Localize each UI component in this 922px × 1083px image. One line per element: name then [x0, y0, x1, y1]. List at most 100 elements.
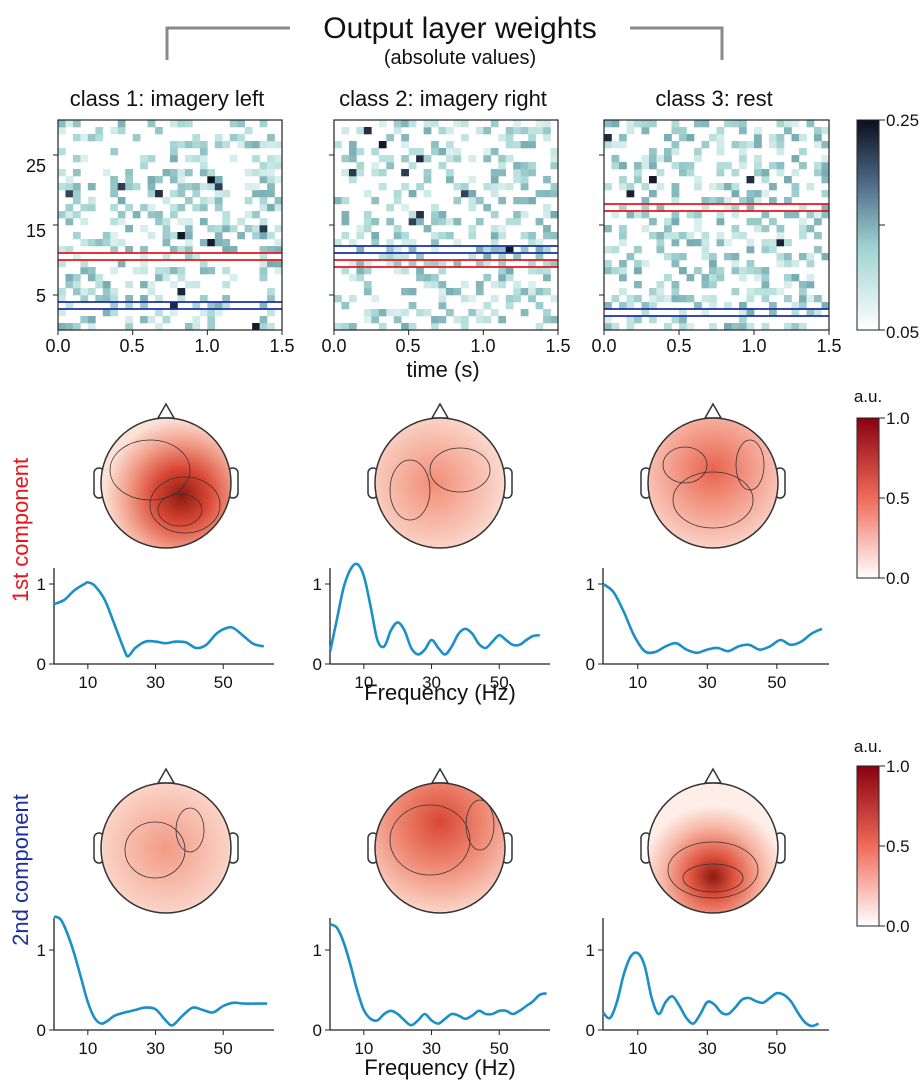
heatmap-cell	[649, 120, 657, 128]
heatmap-cell	[746, 197, 755, 205]
heatmap-cell	[438, 295, 447, 303]
heatmap-cell	[619, 302, 627, 310]
heatmap-cell	[671, 281, 680, 289]
heatmap-cell	[416, 253, 424, 261]
heatmap-cell	[80, 204, 89, 212]
heatmap-cell	[671, 127, 680, 135]
heatmap-cell	[80, 295, 89, 303]
heatmap-cell	[453, 316, 462, 324]
heatmap-cell	[453, 148, 462, 156]
heatmap-cell	[184, 323, 193, 331]
heatmap-cell	[535, 120, 544, 128]
heatmap-cell	[483, 253, 492, 261]
heatmap-cell	[701, 281, 710, 289]
heatmap-cell	[694, 267, 702, 275]
heatmap-cell	[378, 183, 387, 191]
heatmap-cell	[739, 309, 747, 317]
heatmap-title-class1: class 1: imagery left	[70, 86, 264, 111]
heatmap-cell	[110, 190, 119, 198]
heatmap-cell	[550, 232, 559, 240]
heatmap-cell	[619, 225, 627, 233]
heatmap-cell	[244, 225, 253, 233]
heatmap-cell	[664, 225, 672, 233]
heatmap-cell	[634, 120, 642, 128]
heatmap-cell	[716, 169, 725, 177]
heatmap-cell	[446, 169, 454, 177]
heatmap-cell	[791, 274, 800, 282]
heatmap-cell	[199, 218, 208, 226]
heatmap-cell	[371, 197, 380, 205]
heatmap-cell	[125, 183, 133, 191]
heatmap-cell	[341, 127, 350, 135]
colorbar-max-label: 0.25	[886, 111, 919, 130]
heatmap-cell	[348, 176, 357, 184]
heatmap-cell	[259, 274, 268, 282]
heatmap-cell	[110, 295, 119, 303]
heatmap-cell	[513, 169, 521, 177]
heatmap-cell	[102, 232, 111, 240]
heatmap-cell	[80, 260, 89, 268]
heatmap-cell	[431, 323, 439, 331]
ytick-label: 0	[313, 1021, 322, 1040]
heatmap-cell	[626, 127, 635, 135]
heatmap-cell	[649, 176, 657, 184]
heatmap-cell	[641, 197, 650, 205]
ytick-label: 15	[26, 221, 46, 241]
heatmap-cell	[498, 162, 507, 170]
heatmap-cell	[724, 302, 732, 310]
heatmap-cell	[694, 148, 702, 156]
heatmap-cell	[483, 260, 492, 268]
heatmap-cell	[694, 211, 702, 219]
heatmap-cell	[513, 197, 521, 205]
heatmap-cell	[177, 204, 186, 212]
heatmap-cell	[543, 246, 551, 254]
heatmap-cell	[147, 155, 156, 163]
heatmap-cell	[341, 323, 350, 331]
heatmap-cell	[386, 239, 395, 247]
heatmap-cell	[453, 183, 462, 191]
spectrum-line	[53, 915, 268, 1027]
heatmap-cell	[498, 197, 507, 205]
heatmap-cell	[252, 141, 260, 149]
heatmap-cell	[72, 197, 81, 205]
heatmap-cell	[363, 316, 372, 324]
spectrum-xlabel-row1: Frequency (Hz)	[364, 680, 516, 705]
heatmap-cell	[528, 169, 536, 177]
heatmap-cell	[664, 134, 672, 142]
heatmap-cell	[438, 288, 447, 296]
heatmap-cell	[468, 197, 477, 205]
heatmap-cell	[244, 127, 253, 135]
heatmap-cell	[378, 169, 387, 177]
figure-title: Output layer weights	[323, 12, 596, 45]
heatmap-cell	[267, 232, 275, 240]
heatmap-cell	[716, 162, 725, 170]
heatmap-cell	[799, 288, 807, 296]
heatmap-cell	[140, 225, 148, 233]
heatmap-cell	[117, 183, 126, 191]
heatmap-cell	[184, 225, 193, 233]
heatmap-cell	[170, 148, 178, 156]
heatmap-cell	[498, 134, 507, 142]
heatmap-cell	[222, 267, 231, 275]
heatmap-cell	[604, 225, 612, 233]
xtick-label: 30	[146, 673, 165, 692]
heatmap-cell	[199, 239, 208, 247]
heatmap-cell	[431, 204, 439, 212]
xtick-label: 0.0	[321, 336, 346, 356]
heatmap-cell	[267, 141, 275, 149]
heatmap-cell	[535, 239, 544, 247]
spectrum-xlabel-row2: Frequency (Hz)	[364, 1055, 516, 1080]
heatmap-cell	[416, 211, 424, 219]
spectrum-line	[602, 951, 820, 1028]
heatmap-cell	[814, 141, 822, 149]
heatmap-cell	[550, 260, 559, 268]
heatmap-cell	[386, 204, 395, 212]
heatmap-cell	[386, 134, 395, 142]
figure-subtitle: (absolute values)	[384, 47, 536, 69]
heatmap-cell	[431, 232, 439, 240]
heatmap-cell	[267, 162, 275, 170]
heatmap-cell	[679, 316, 687, 324]
heatmap-cell	[431, 274, 439, 282]
heatmap-cell	[468, 176, 477, 184]
heatmap-cell	[520, 309, 529, 317]
